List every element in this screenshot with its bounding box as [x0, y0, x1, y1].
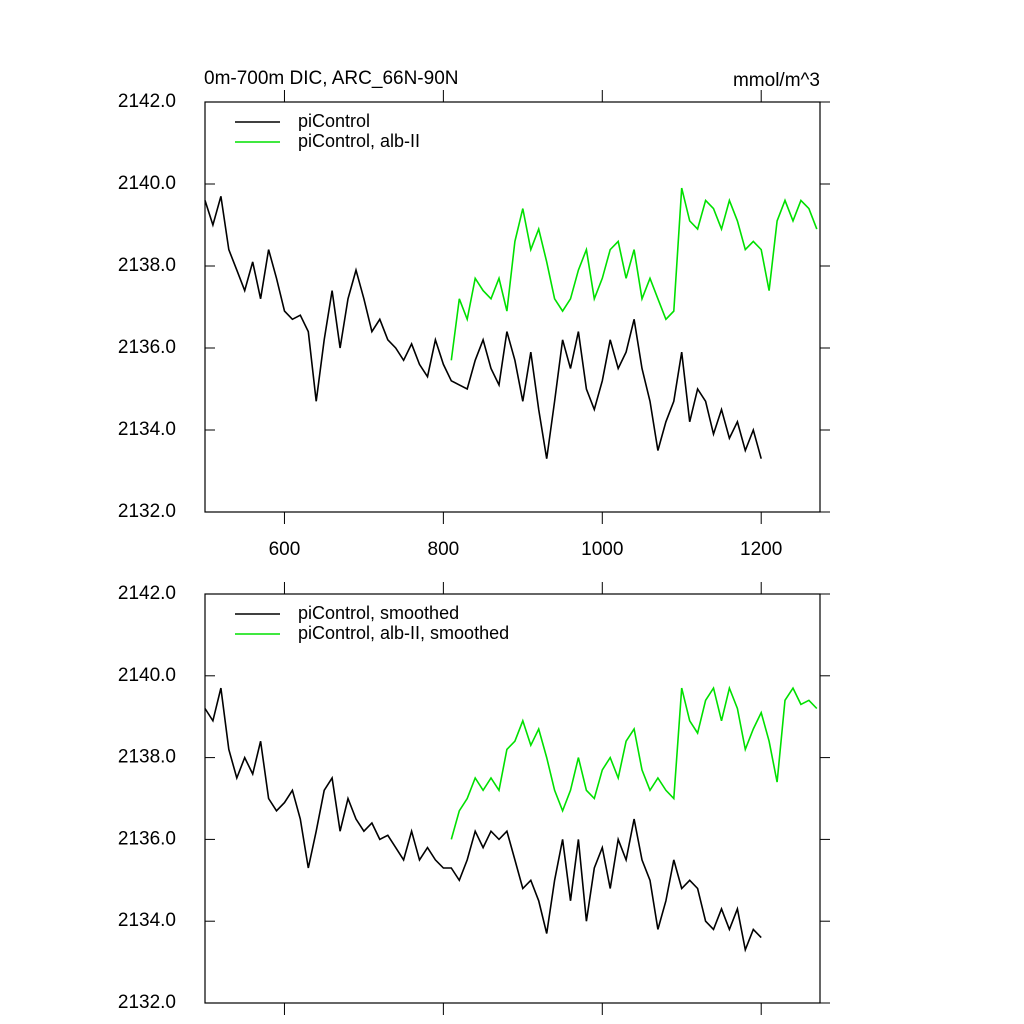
- y-tick-label: 2138.0: [118, 747, 176, 768]
- y-tick-label: 2142.0: [118, 91, 176, 112]
- y-tick-label: 2132.0: [118, 501, 176, 522]
- data-line: [204, 196, 762, 459]
- legend-label: piControl, alb-II: [298, 131, 420, 151]
- units-label: mmol/m^3: [733, 70, 820, 91]
- y-tick-label: 2136.0: [118, 337, 176, 358]
- x-tick-label: 1000: [581, 539, 623, 560]
- data-line: [450, 187, 818, 361]
- y-tick-label: 2132.0: [118, 992, 176, 1013]
- y-tick-label: 2136.0: [118, 828, 176, 849]
- data-line: [450, 685, 818, 840]
- y-tick-label: 2138.0: [118, 255, 176, 276]
- x-tick-label: 600: [269, 539, 301, 560]
- plot-frame: [204, 101, 821, 513]
- y-tick-label: 2134.0: [118, 419, 176, 440]
- data-line: [204, 687, 762, 953]
- y-tick-label: 2140.0: [118, 173, 176, 194]
- legend-label: piControl: [298, 111, 370, 131]
- x-tick-label: 1200: [740, 539, 782, 560]
- legend-label: piControl, alb-II, smoothed: [298, 623, 509, 643]
- y-tick-label: 2134.0: [118, 910, 176, 931]
- chart-title: 0m-700m DIC, ARC_66N-90N: [204, 68, 458, 89]
- x-tick-label: 800: [428, 539, 460, 560]
- y-tick-label: 2142.0: [118, 583, 176, 604]
- legend-label: piControl, smoothed: [298, 603, 459, 623]
- plot-frame: [204, 593, 821, 1004]
- y-tick-label: 2140.0: [118, 665, 176, 686]
